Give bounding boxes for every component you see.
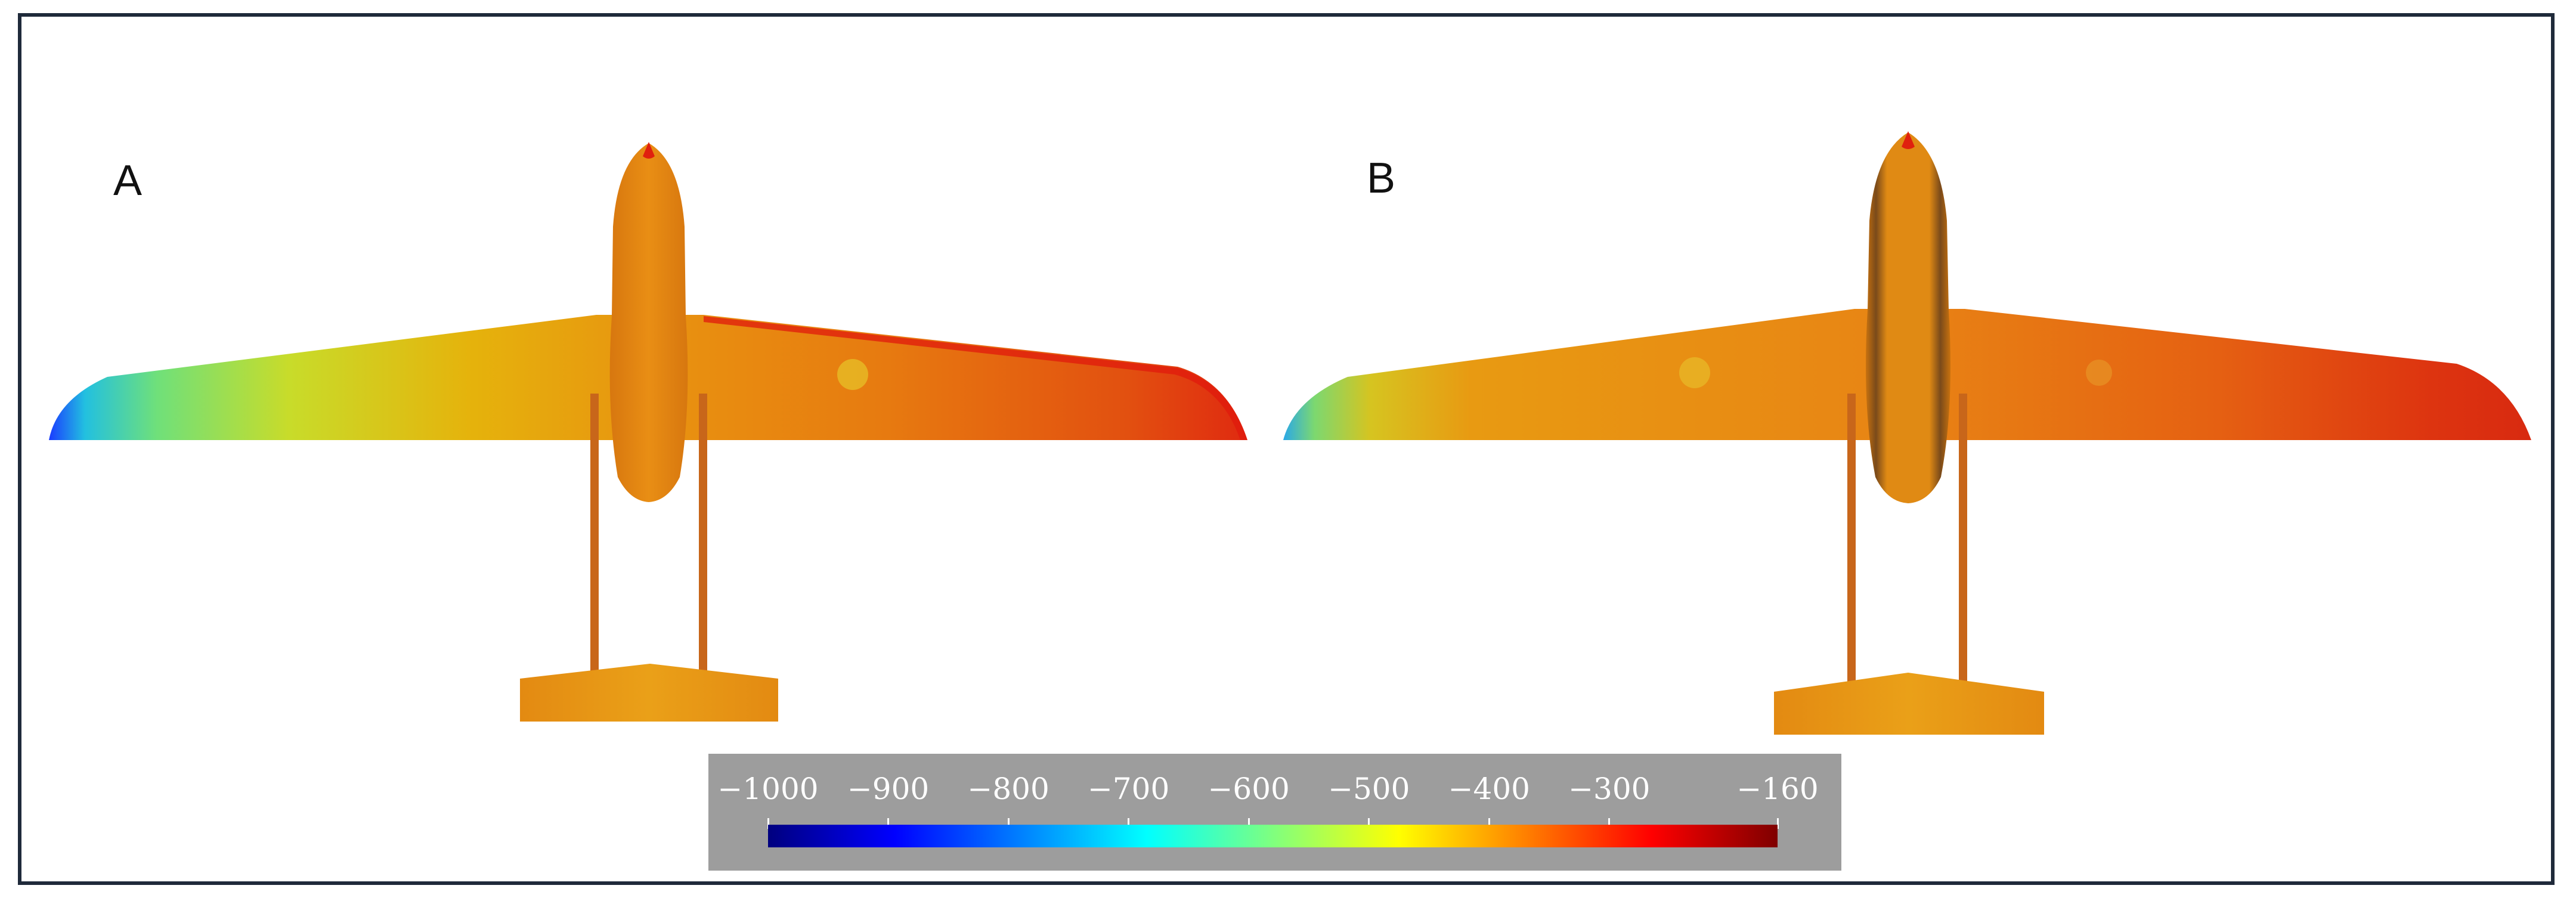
colorbar-tick-mark — [1128, 818, 1130, 829]
colorbar-tick-mark — [1247, 818, 1250, 829]
colorbar-tick-label: −600 — [1208, 772, 1290, 806]
aircraft-b-nose-tip — [1902, 131, 1915, 149]
aircraft-b-wing-hotspot — [1679, 357, 1710, 388]
colorbar-tick-label: −900 — [847, 772, 930, 806]
colorbar-tick-label: −800 — [967, 772, 1049, 806]
panel-label-b: B — [1367, 154, 1396, 202]
colorbar-gradient — [768, 825, 1778, 847]
colorbar: −1000 −900 −800 −700 −600 −500 −400 −300 −160 — [708, 754, 1841, 871]
aircraft-b — [1283, 131, 2531, 735]
colorbar-tick-mark — [1488, 818, 1490, 829]
colorbar-ticks: −1000 −900 −800 −700 −600 −500 −400 −300 −160 — [708, 754, 1841, 871]
aircraft-b-right-boom — [1959, 394, 1967, 716]
aircraft-b-wing-hotspot-right — [2086, 360, 2112, 386]
figure-frame — [18, 13, 2555, 885]
colorbar-tick-mark — [1007, 818, 1010, 829]
aircraft-b-fuselage — [1865, 132, 1951, 503]
aircraft-a-left-boom — [590, 394, 599, 674]
aircraft-a-fuselage — [609, 143, 688, 502]
colorbar-tick-mark — [1368, 818, 1370, 829]
aircraft-a-right-boom — [699, 394, 707, 674]
colorbar-tick-label: −700 — [1087, 772, 1170, 806]
colorbar-tick-label: −300 — [1568, 772, 1651, 806]
aircraft-a-nose-tip — [643, 142, 655, 159]
colorbar-tick-label: −500 — [1328, 772, 1410, 806]
colorbar-tick-mark — [767, 818, 769, 829]
colorbar-tick-mark — [887, 818, 890, 829]
colorbar-tick-label: −160 — [1736, 772, 1819, 806]
aircraft-a-wing-hotspot — [837, 359, 868, 390]
colorbar-tick-label: −1000 — [717, 772, 819, 806]
colorbar-tick-label: −400 — [1448, 772, 1530, 806]
panel-label-a: A — [113, 157, 143, 205]
colorbar-tick-mark — [1776, 818, 1779, 829]
aircraft-a — [49, 142, 1247, 722]
colorbar-tick-mark — [1608, 818, 1611, 829]
aircraft-b-left-boom — [1847, 394, 1856, 716]
aircraft-b-tail — [1774, 673, 2044, 735]
aircraft-a-tail — [520, 664, 778, 722]
